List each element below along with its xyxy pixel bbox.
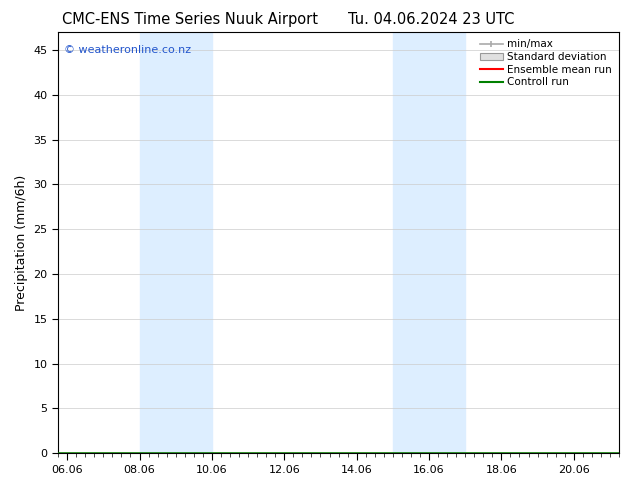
Text: Tu. 04.06.2024 23 UTC: Tu. 04.06.2024 23 UTC [348, 12, 514, 27]
Text: © weatheronline.co.nz: © weatheronline.co.nz [63, 45, 191, 55]
Legend: min/max, Standard deviation, Ensemble mean run, Controll run: min/max, Standard deviation, Ensemble me… [476, 35, 616, 92]
Text: CMC-ENS Time Series Nuuk Airport: CMC-ENS Time Series Nuuk Airport [62, 12, 318, 27]
Y-axis label: Precipitation (mm/6h): Precipitation (mm/6h) [15, 174, 28, 311]
Bar [393, 32, 465, 453]
Bar [139, 32, 212, 453]
